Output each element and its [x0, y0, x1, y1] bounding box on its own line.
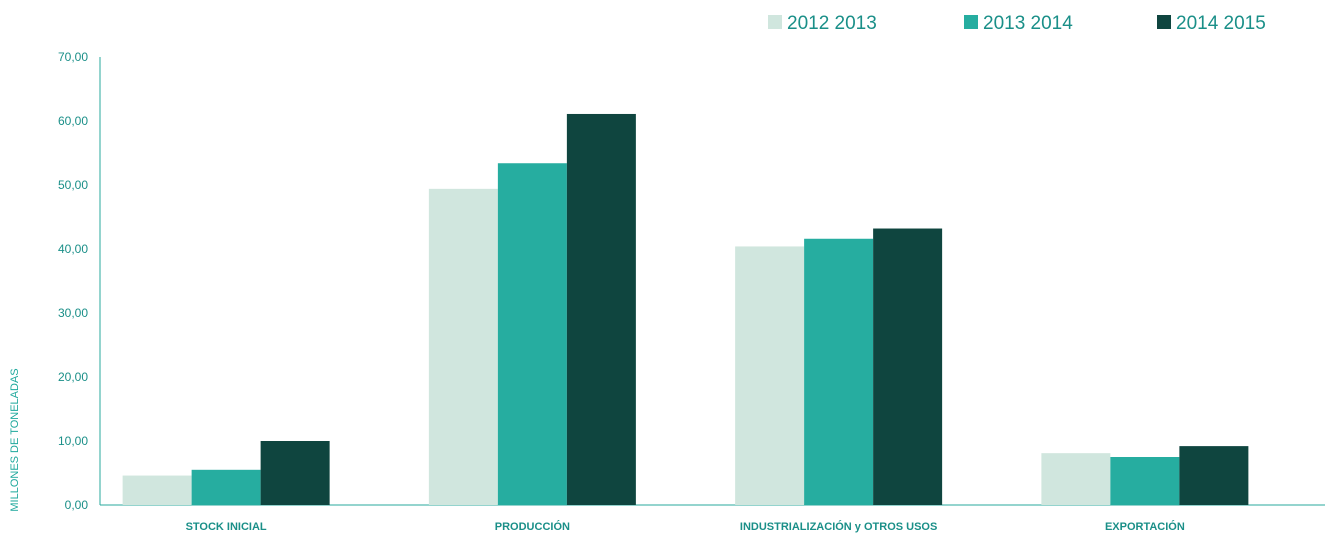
bar: [1041, 453, 1111, 505]
legend-swatch: [1157, 15, 1171, 29]
y-tick-label: 60,00: [58, 114, 88, 128]
bar: [191, 469, 261, 505]
bar: [1179, 446, 1249, 505]
y-axis-ticks: 0,00 10,00 20,00 30,00 40,00 50,00 60,00 70,00: [58, 50, 88, 512]
x-category-label: INDUSTRIALIZACIÓN y OTROS USOS: [740, 520, 937, 533]
legend-swatch: [964, 15, 978, 29]
x-category-label: STOCK INICIAL: [186, 521, 267, 533]
x-category-label: PRODUCCIÓN: [495, 520, 570, 533]
legend-label: 2013 2014: [983, 13, 1073, 34]
legend-label: 2012 2013: [787, 13, 877, 34]
y-tick-label: 50,00: [58, 178, 88, 192]
legend-swatch: [768, 15, 782, 29]
y-tick-label: 10,00: [58, 434, 88, 448]
x-category-label: EXPORTACIÓN: [1105, 520, 1185, 533]
bar: [260, 441, 330, 505]
y-tick-label: 20,00: [58, 370, 88, 384]
bars: [122, 113, 1249, 506]
y-axis-label: MILLONES DE TONELADAS: [9, 368, 21, 511]
bar: [428, 188, 498, 505]
y-tick-label: 70,00: [58, 50, 88, 64]
legend-label: 2014 2015: [1176, 13, 1266, 34]
bar: [566, 113, 636, 506]
bar: [122, 475, 192, 505]
bar: [735, 246, 805, 505]
y-tick-label: 0,00: [65, 498, 89, 512]
bar: [804, 238, 874, 505]
bar: [1110, 457, 1180, 505]
y-tick-label: 30,00: [58, 306, 88, 320]
bar: [873, 228, 943, 505]
x-axis-categories: STOCK INICIAL PRODUCCIÓN INDUSTRIALIZACIÓN…: [186, 520, 1185, 533]
legend: 2012 2013 2013 2014 2014 2015: [768, 13, 1266, 34]
bar: [497, 163, 567, 506]
y-tick-label: 40,00: [58, 242, 88, 256]
